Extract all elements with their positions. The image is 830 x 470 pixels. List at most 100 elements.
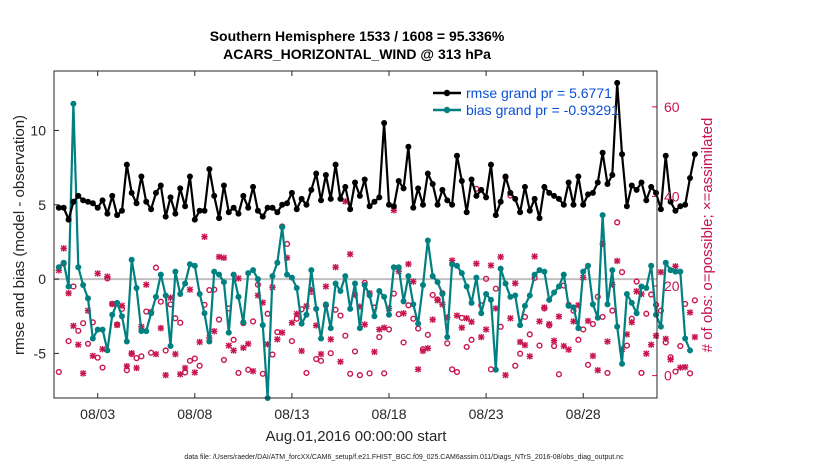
obs-assimilated-marker	[225, 342, 232, 349]
obs-possible-marker	[623, 342, 630, 349]
rmse-point	[182, 203, 189, 210]
bias-point	[551, 289, 558, 296]
bias-point	[400, 298, 407, 305]
rmse-point	[259, 213, 266, 220]
bias-point	[619, 360, 626, 367]
bias-point	[672, 268, 679, 275]
bias-point	[313, 305, 320, 312]
obs-assimilated-marker	[516, 338, 524, 346]
bias-point	[424, 237, 431, 244]
bias-point	[687, 347, 694, 354]
rmse-point	[274, 209, 281, 216]
bias-point	[201, 310, 208, 317]
bias-point	[298, 320, 305, 327]
obs-possible-marker	[410, 315, 417, 322]
rmse-point	[585, 191, 592, 198]
rmse-point	[118, 207, 125, 214]
rmse-point	[70, 198, 77, 205]
obs-assimilated-marker	[550, 337, 558, 344]
x-tick-label: 08/23	[469, 406, 504, 422]
obs-assimilated-marker	[361, 321, 368, 328]
obs-assimilated-marker	[604, 338, 611, 345]
bias-point	[512, 292, 519, 299]
rmse-point	[526, 207, 533, 214]
obs-assimilated-marker	[584, 317, 592, 325]
obs-assimilated-marker	[288, 319, 296, 326]
bias-point	[352, 280, 359, 287]
bias-point	[55, 264, 62, 271]
bias-series	[55, 100, 694, 401]
rmse-point	[677, 203, 684, 210]
rmse-point	[293, 206, 300, 213]
obs-assimilated-marker	[143, 281, 150, 288]
bias-point	[245, 270, 252, 277]
bias-point	[395, 264, 402, 271]
obs-assimilated-marker	[278, 329, 286, 336]
obs-possible-marker	[604, 369, 611, 377]
rmse-point	[381, 120, 388, 127]
bias-point	[643, 285, 650, 292]
obs-assimilated-marker	[410, 278, 417, 285]
bias-point	[614, 323, 621, 330]
rmse-point	[313, 170, 320, 177]
rmse-point	[653, 189, 660, 196]
obs-assimilated-marker	[240, 344, 247, 352]
bias-point	[361, 282, 368, 289]
obs-assimilated-marker	[79, 370, 87, 377]
bias-point	[371, 313, 378, 320]
bias-point	[206, 338, 213, 345]
obs-possible-marker	[65, 338, 72, 345]
bias-point	[240, 319, 247, 326]
bias-point	[434, 279, 441, 286]
rmse-point	[167, 194, 174, 201]
bias-point	[225, 329, 232, 336]
bias-point	[575, 325, 582, 332]
rmse-point	[434, 201, 441, 208]
bias-point	[322, 301, 329, 308]
bias-point	[254, 276, 261, 283]
bias-point	[657, 323, 664, 330]
rmse-point	[599, 149, 606, 156]
obs-assimilated-marker	[162, 371, 169, 379]
rmse-point	[415, 185, 422, 192]
bias-point	[177, 290, 184, 297]
obs-assimilated-marker	[400, 310, 407, 317]
bias-point	[376, 287, 383, 294]
obs-assimilated-marker	[152, 350, 160, 358]
rmse-point	[94, 204, 101, 211]
obs-possible-marker	[317, 357, 325, 364]
rmse-point	[148, 206, 155, 213]
bias-point	[123, 338, 130, 345]
bias-point	[390, 264, 397, 271]
rmse-point	[619, 151, 626, 158]
rmse-point	[560, 201, 567, 208]
bias-point	[439, 290, 446, 297]
obs-possible-marker	[245, 366, 252, 373]
bias-point	[473, 274, 480, 281]
bias-point	[604, 301, 611, 308]
legend-bias-label: bias grand pr = -0.93291	[466, 102, 619, 118]
obs-assimilated-marker	[643, 350, 650, 357]
rmse-point	[648, 183, 655, 190]
y-left-tick-label: 0	[38, 271, 46, 287]
legend-bias-marker	[443, 106, 451, 114]
bias-point	[444, 334, 451, 341]
obs-assimilated-marker	[560, 342, 567, 350]
obs-assimilated-marker	[201, 233, 208, 240]
bias-point	[356, 325, 363, 332]
obs-assimilated-marker	[371, 348, 378, 356]
obs-possible-marker	[220, 356, 228, 364]
obs-assimilated-marker	[458, 324, 466, 331]
y-right-tick-label: 20	[664, 278, 680, 294]
obs-assimilated-marker	[191, 369, 198, 376]
bias-point	[386, 311, 392, 318]
bias-point	[662, 259, 669, 266]
obs-assimilated-marker	[380, 324, 388, 331]
obs-possible-marker	[555, 371, 563, 378]
obs-possible-marker	[75, 327, 82, 334]
rmse-point	[667, 198, 674, 205]
legend: rmse grand pr = 5.6771 bias grand pr = -…	[433, 85, 619, 118]
bias-point	[449, 261, 456, 268]
rmse-point	[463, 209, 470, 216]
rmse-point	[366, 203, 373, 210]
